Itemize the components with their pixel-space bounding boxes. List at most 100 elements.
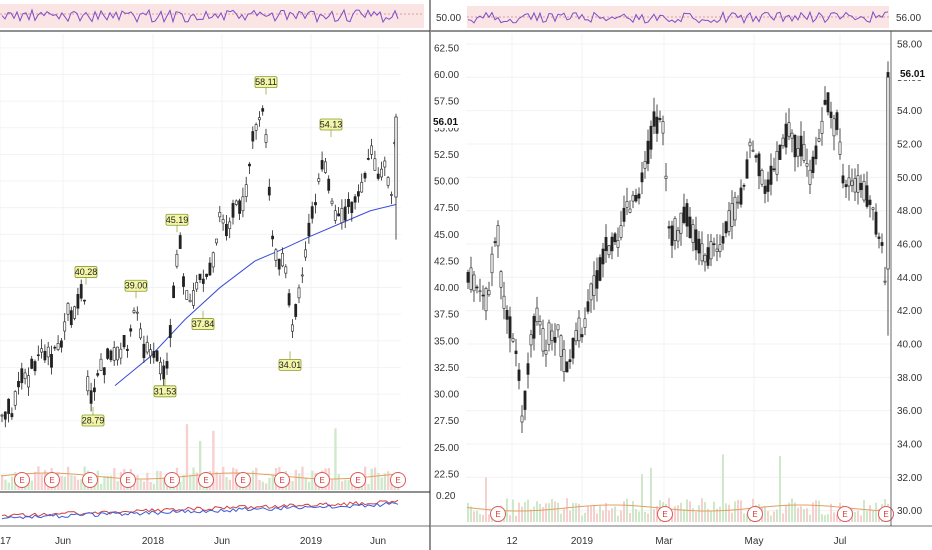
- left-earnings-circle: [314, 472, 330, 488]
- left-candle-body: [175, 254, 179, 267]
- left-candle-body: [188, 299, 192, 303]
- right-candle-body: [484, 288, 488, 312]
- left-candle-body: [254, 124, 258, 131]
- left-candle-body: [389, 194, 393, 196]
- left-annotation-box: [74, 266, 98, 278]
- left-volume-bar: [291, 481, 294, 490]
- right-volume-bar: [707, 508, 709, 522]
- left-annotation-label: 40.28: [75, 267, 98, 277]
- right-volume-bar: [632, 500, 634, 522]
- right-price-axis: 58.0056.0054.0052.0050.0048.0046.0044.00…: [897, 40, 922, 518]
- right-candle-body: [865, 185, 869, 207]
- right-candle-body: [697, 238, 701, 254]
- left-price-tick: 62.50: [434, 43, 459, 54]
- right-price-tick: 30.00: [897, 506, 922, 517]
- left-candle-body: [333, 210, 337, 221]
- right-candle-body: [802, 144, 806, 161]
- left-candle-body: [142, 343, 146, 359]
- right-candle-body: [472, 274, 476, 292]
- left-candle-body: [228, 221, 232, 229]
- right-candle-body: [562, 349, 566, 372]
- left-candle-body: [149, 349, 152, 357]
- left-chart: 50.00 40.28 28.79 39.00 31.53 45.19 37.84 58.1…: [0, 4, 461, 547]
- left-last-price-label: 56.01: [433, 117, 458, 128]
- right-candle-body: [601, 248, 605, 265]
- right-candle-body: [544, 350, 548, 355]
- left-price-tick: 50.00: [434, 177, 459, 188]
- left-candle-body: [284, 266, 288, 274]
- right-price-tick: 42.00: [897, 306, 922, 317]
- left-volume-bar: [195, 472, 198, 490]
- left-time-axis: 17 Jun 2018 Jun 2019 Jun: [0, 536, 386, 547]
- left-candle-body: [234, 200, 238, 205]
- right-candle-body: [481, 294, 485, 297]
- right-volume-bar: [836, 514, 838, 522]
- left-volume-bar: [383, 473, 387, 490]
- left-price-axis: 62.50 60.00 57.50 55.00 52.50 50.00 47.50 45.00…: [434, 43, 459, 480]
- left-earnings-label: E: [395, 476, 400, 485]
- left-candle-body: [320, 160, 324, 170]
- right-candle-body: [466, 271, 470, 283]
- right-candles: [466, 61, 890, 434]
- right-candle-body: [610, 236, 614, 252]
- left-volume-bar: [380, 477, 383, 490]
- left-annotation-box: [124, 279, 148, 292]
- right-candle-body: [517, 369, 521, 381]
- left-volume-bar: [331, 479, 334, 490]
- left-volume-bar: [271, 475, 274, 490]
- left-lower-pane: 0.20: [0, 491, 456, 527]
- left-annotation-label: 39.00: [125, 281, 148, 291]
- left-candle-body: [248, 163, 251, 167]
- right-candle-body: [532, 316, 536, 339]
- right-volume-bar: [812, 502, 814, 522]
- right-candle-body: [541, 328, 545, 352]
- left-volume-bar: [294, 469, 297, 490]
- right-time-tick: May: [745, 536, 764, 547]
- left-volume-bar: [103, 476, 106, 490]
- left-candle-body: [3, 411, 7, 420]
- right-candle-body: [838, 141, 842, 155]
- right-candle-body: [487, 290, 491, 296]
- right-candle-body: [808, 169, 812, 185]
- left-annotation-box: [278, 358, 302, 371]
- left-time-tick: Jun: [55, 536, 71, 547]
- right-volume-bar: [803, 508, 805, 522]
- right-volume-bar: [833, 512, 835, 522]
- right-volume-bar: [827, 514, 829, 522]
- right-volume-bar: [779, 455, 781, 522]
- right-candle-body: [748, 141, 752, 147]
- left-price-tick: 60.00: [434, 70, 459, 81]
- left-candle-body: [159, 361, 162, 375]
- right-candle-body: [724, 221, 728, 234]
- left-volume-bar: [298, 473, 301, 490]
- right-volume-bar: [800, 506, 802, 522]
- left-candle-body: [66, 303, 70, 315]
- right-volume-bar: [728, 504, 730, 522]
- left-volume-bar: [251, 470, 255, 490]
- right-volume-bar: [485, 477, 487, 522]
- left-price-tick: 55.00: [434, 123, 459, 134]
- right-candle-body: [814, 145, 818, 160]
- left-candle-body: [218, 212, 222, 218]
- left-candle-body: [192, 290, 195, 306]
- left-candle-body: [267, 186, 271, 196]
- right-volume-bar: [635, 508, 637, 522]
- right-volume-bar: [626, 498, 628, 522]
- right-time-tick: Mar: [655, 536, 673, 547]
- left-price-tick: 52.50: [434, 150, 459, 161]
- left-volume-bar: [67, 466, 70, 490]
- right-price-tick: 48.00: [897, 206, 922, 217]
- left-volume-bar: [113, 467, 116, 490]
- left-candle-body: [208, 262, 212, 276]
- right-time-tick: Jul: [834, 536, 847, 547]
- left-annotation-box: [165, 213, 189, 226]
- right-candle-body: [523, 390, 527, 410]
- right-candle-body: [709, 241, 713, 260]
- left-candle-body: [274, 249, 278, 261]
- left-earnings-label: E: [319, 476, 324, 485]
- left-candle-body: [79, 284, 83, 299]
- left-candle-body: [215, 238, 218, 244]
- right-volume-bar: [530, 509, 532, 522]
- left-earnings-label: E: [240, 476, 245, 485]
- right-volume-bar: [704, 502, 706, 522]
